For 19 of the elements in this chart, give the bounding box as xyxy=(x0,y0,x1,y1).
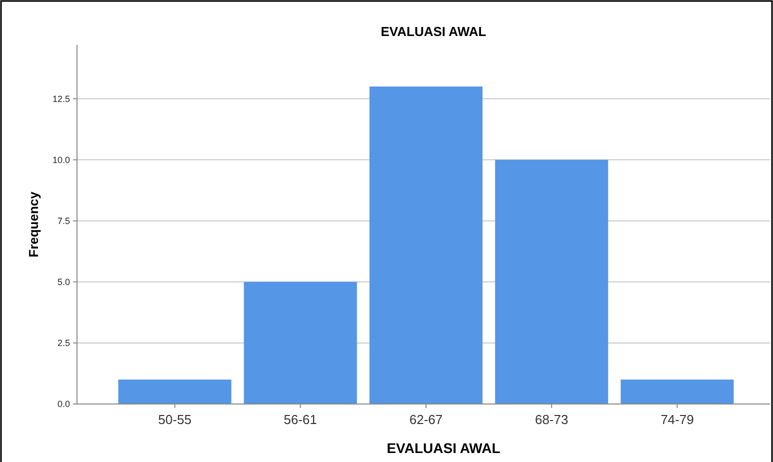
y-tick-label: 2.5 xyxy=(57,338,70,348)
y-tick-label: 7.5 xyxy=(57,216,70,226)
chart-title: EVALUASI AWAL xyxy=(380,24,486,39)
x-tick-label: 56-61 xyxy=(284,412,318,427)
y-tick-label: 0.0 xyxy=(57,399,70,410)
x-axis-title: EVALUASI AWAL xyxy=(386,440,501,456)
bar xyxy=(118,380,232,404)
y-tick-label: 5.0 xyxy=(57,277,70,288)
x-tick-label: 50-55 xyxy=(158,412,192,427)
x-tick-label: 68-73 xyxy=(534,412,568,427)
bar xyxy=(244,282,357,404)
bar xyxy=(495,160,608,404)
x-tick-label: 62-67 xyxy=(409,412,443,427)
y-tick-label: 10.0 xyxy=(52,154,70,165)
bar xyxy=(620,380,734,404)
bar xyxy=(369,86,483,404)
y-tick-label: 12.5 xyxy=(52,94,70,104)
x-tick-label: 74-79 xyxy=(660,412,694,427)
y-axis-title: Frequency xyxy=(26,190,41,258)
